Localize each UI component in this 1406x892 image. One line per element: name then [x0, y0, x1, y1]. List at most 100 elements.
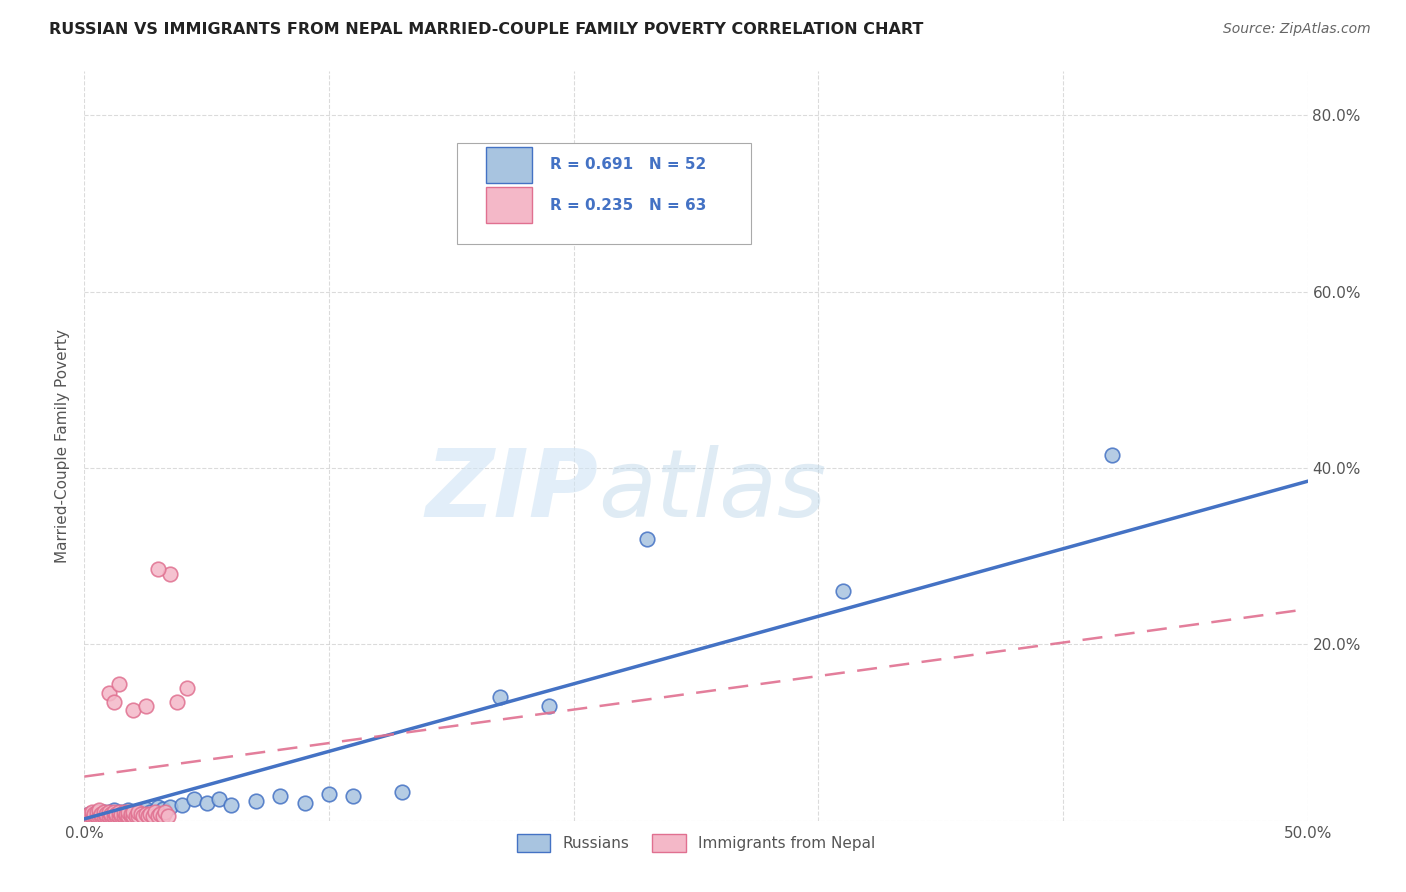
Point: [149, 806, 172, 821]
Text: RUSSIAN VS IMMIGRANTS FROM NEPAL MARRIED-COUPLE FAMILY POVERTY CORRELATION CHART: RUSSIAN VS IMMIGRANTS FROM NEPAL MARRIED…: [49, 22, 924, 37]
Point: [176, 681, 198, 696]
Point: [77, 806, 100, 821]
Point: [96, 809, 118, 823]
Point: [110, 809, 132, 823]
Point: [107, 809, 129, 823]
Point: [90, 806, 112, 821]
Point: [132, 809, 155, 823]
Point: [93, 805, 115, 819]
Point: [83, 809, 105, 823]
Point: [117, 809, 139, 823]
Point: [159, 800, 181, 814]
Point: [115, 809, 138, 823]
Point: [294, 796, 316, 810]
Point: [127, 806, 149, 821]
Point: [97, 805, 120, 819]
Point: [183, 791, 205, 805]
Point: [117, 803, 139, 817]
Point: [146, 809, 169, 823]
Point: [115, 806, 138, 821]
Point: [489, 690, 512, 705]
Point: [146, 562, 169, 576]
Point: [122, 805, 145, 819]
Point: [136, 809, 159, 823]
Point: [636, 532, 658, 546]
Point: [80, 809, 103, 823]
Point: [110, 809, 132, 823]
Point: [122, 805, 145, 819]
Point: [105, 806, 128, 821]
Point: [120, 806, 142, 821]
Point: [112, 805, 135, 819]
Point: [125, 809, 148, 823]
Point: [105, 809, 128, 823]
Point: [86, 805, 108, 819]
Point: [107, 677, 129, 691]
Point: [100, 809, 122, 823]
Point: [318, 787, 340, 801]
Point: [342, 789, 364, 803]
Point: [80, 809, 103, 823]
Point: [143, 805, 166, 819]
Point: [93, 809, 115, 823]
Point: [87, 805, 110, 819]
Point: [129, 806, 152, 821]
Point: [152, 809, 174, 823]
Point: [159, 566, 181, 581]
Point: [86, 809, 108, 823]
Point: [831, 584, 853, 599]
Point: [219, 797, 242, 812]
Point: [107, 805, 129, 819]
Legend: Russians, Immigrants from Nepal: Russians, Immigrants from Nepal: [510, 828, 882, 858]
Point: [103, 805, 125, 819]
Text: Source: ZipAtlas.com: Source: ZipAtlas.com: [1223, 22, 1371, 37]
Point: [87, 809, 110, 823]
Point: [97, 805, 120, 819]
Point: [97, 809, 120, 823]
Point: [269, 789, 291, 803]
Point: [115, 809, 138, 823]
Y-axis label: Married-Couple Family Poverty: Married-Couple Family Poverty: [55, 329, 70, 563]
Point: [103, 695, 125, 709]
Point: [112, 809, 135, 823]
Point: [105, 806, 128, 821]
Point: [195, 796, 218, 810]
Point: [172, 797, 194, 812]
Point: [103, 803, 125, 817]
Point: [112, 806, 135, 821]
Point: [100, 806, 122, 821]
Point: [110, 805, 132, 819]
Point: [96, 806, 118, 821]
Point: [208, 791, 231, 805]
Point: [135, 699, 157, 714]
Point: [103, 809, 125, 823]
Point: [166, 695, 188, 709]
Point: [139, 805, 162, 819]
FancyBboxPatch shape: [485, 147, 531, 183]
FancyBboxPatch shape: [457, 143, 751, 244]
Point: [127, 809, 149, 823]
Point: [90, 809, 112, 823]
Point: [97, 686, 120, 700]
Point: [538, 699, 561, 714]
Point: [103, 809, 125, 823]
Point: [117, 805, 139, 819]
Point: [122, 703, 145, 717]
Point: [80, 805, 103, 819]
Point: [93, 809, 115, 823]
Point: [87, 809, 110, 823]
Text: ZIP: ZIP: [425, 445, 598, 537]
Point: [86, 806, 108, 821]
Point: [86, 809, 108, 823]
Text: atlas: atlas: [598, 445, 827, 536]
Point: [120, 809, 142, 823]
Point: [83, 806, 105, 821]
Point: [107, 809, 129, 823]
Point: [87, 803, 110, 817]
Point: [146, 800, 169, 814]
Point: [90, 809, 112, 823]
Point: [100, 809, 122, 823]
Point: [80, 806, 103, 821]
Point: [139, 806, 162, 821]
Point: [721, 214, 744, 228]
